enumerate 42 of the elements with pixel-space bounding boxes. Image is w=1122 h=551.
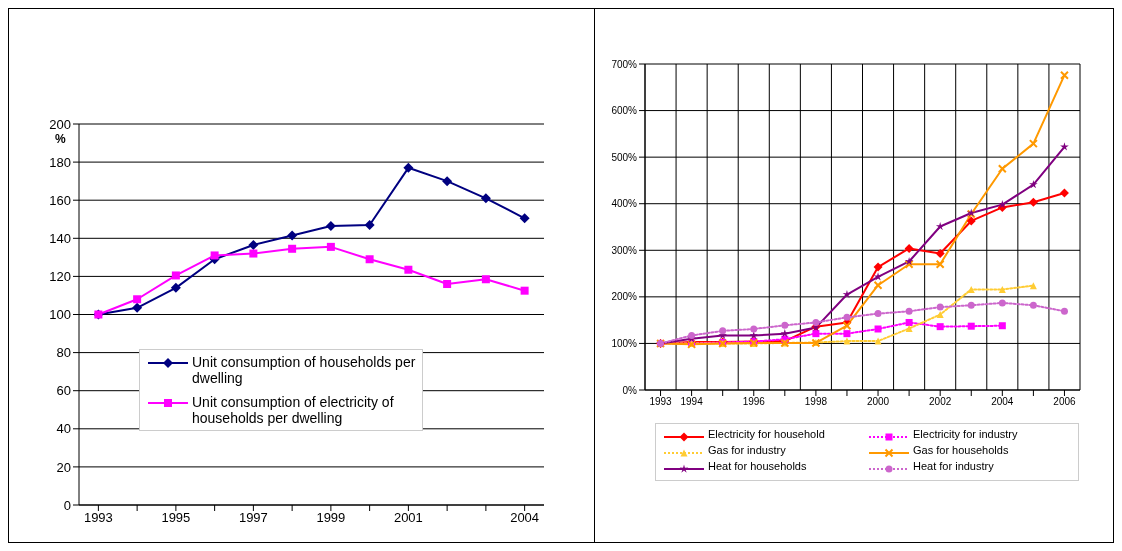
x-tick-label: 2002: [929, 396, 952, 408]
x-tick-label: 1999: [316, 510, 346, 526]
y-tick-label: 140: [49, 230, 71, 246]
x-tick-label: 1993: [83, 510, 113, 526]
y-tick-label: 600%: [611, 105, 638, 117]
y-tick-label: 120: [49, 269, 71, 285]
y-tick-label: 0: [63, 497, 71, 513]
legend-label: Heat for industry: [913, 460, 994, 472]
y-tick-label: 60: [56, 383, 71, 399]
x-tick-label: 1994: [680, 396, 704, 408]
y-tick-label: 700%: [611, 58, 638, 70]
y-tick-label: 180: [49, 154, 71, 170]
y-tick-label: 20: [56, 459, 71, 475]
x-tick-label: 2006: [1053, 396, 1077, 408]
y-tick-label: 200: [49, 116, 71, 132]
y-tick-label: 500%: [611, 151, 638, 163]
y-tick-label: 400%: [611, 198, 638, 210]
y-tick-label: 80: [56, 345, 71, 361]
y-tick-label: 100%: [611, 337, 638, 349]
legend-label: Gas for industry: [708, 444, 786, 456]
legend-label: Unit consumption of households per dwelling: [192, 354, 416, 386]
x-tick-label: 2000: [866, 396, 890, 408]
x-tick-label: 1996: [742, 396, 766, 408]
y-tick-label: 0%: [622, 384, 638, 396]
x-tick-label: 1997: [238, 510, 268, 526]
y-tick-label: 200%: [611, 291, 638, 303]
x-tick-label: 1993: [649, 396, 673, 408]
y-tick-label: 160: [49, 192, 71, 208]
legend-label: Electricity for industry: [913, 428, 1018, 440]
legend-label: Unit consumption of electricity of households per dwelling: [192, 394, 395, 426]
y-axis-title: %: [55, 132, 66, 146]
legend-label: Gas for households: [913, 444, 1009, 456]
y-tick-label: 100: [49, 307, 71, 323]
y-tick-label: 300%: [611, 244, 638, 256]
x-tick-label: 2004: [510, 510, 540, 526]
x-tick-label: 2004: [991, 396, 1014, 408]
y-tick-label: 40: [56, 421, 71, 437]
x-tick-label: 1995: [161, 510, 191, 526]
x-tick-label: 1998: [804, 396, 828, 408]
legend-label: Heat for households: [708, 460, 807, 472]
x-tick-label: 2001: [393, 510, 423, 526]
legend-label: Electricity for household: [708, 428, 825, 440]
